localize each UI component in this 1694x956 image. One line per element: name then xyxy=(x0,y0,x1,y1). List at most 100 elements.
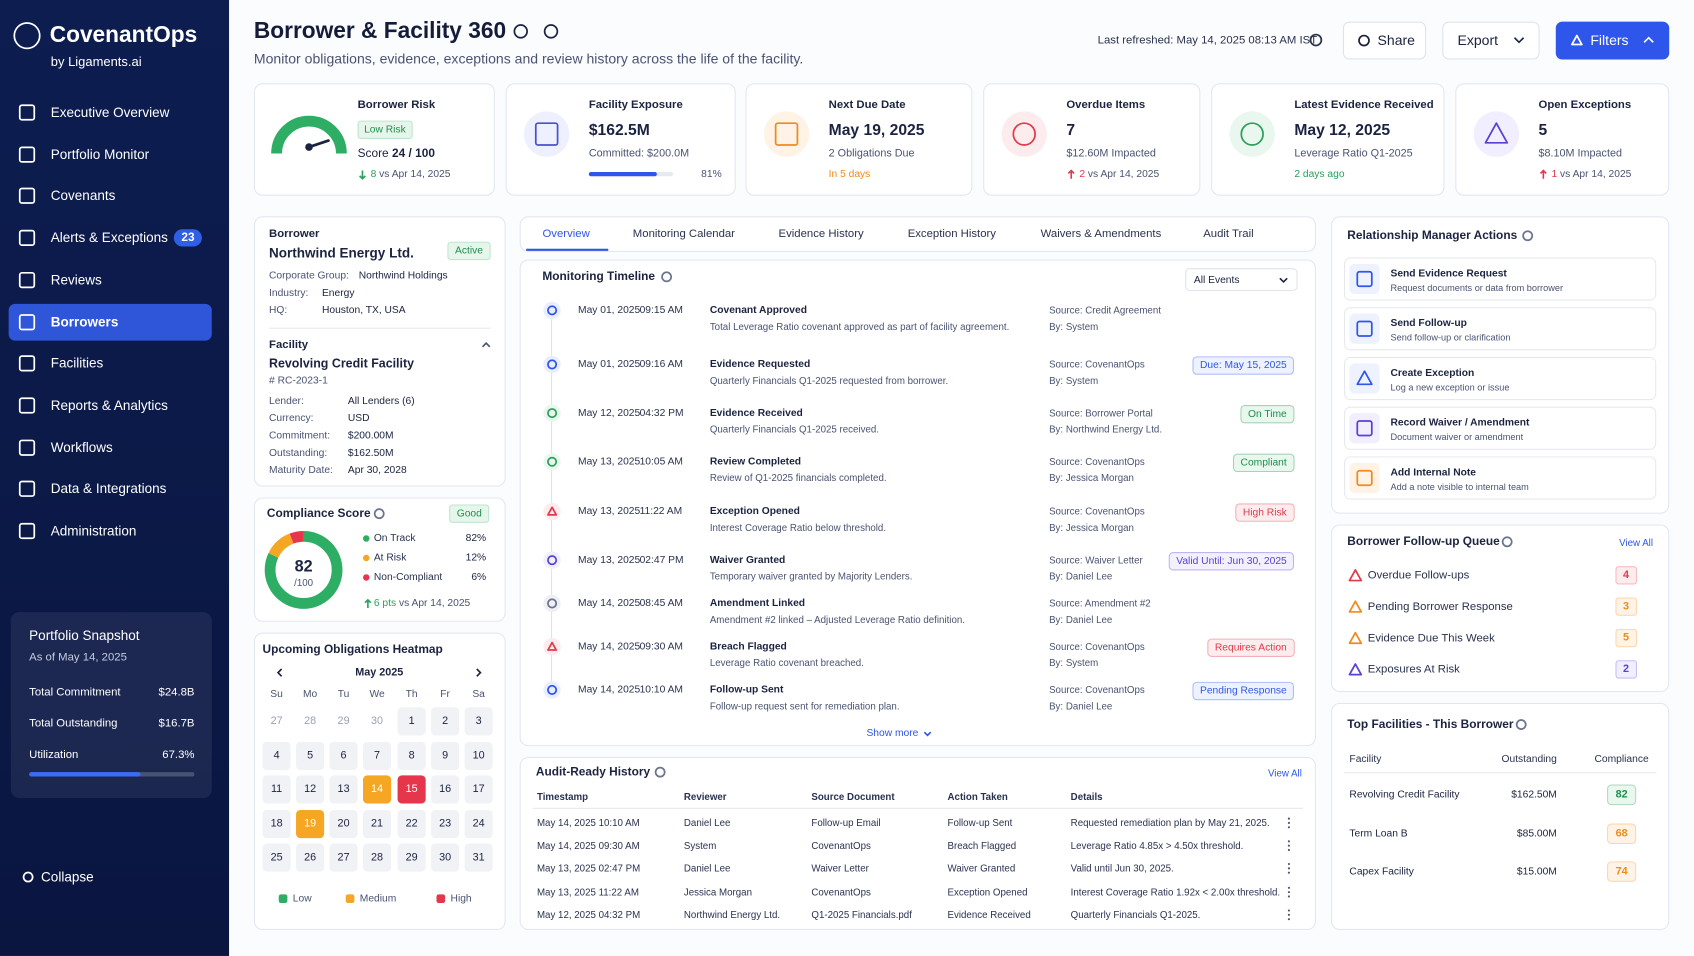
filters-label[interactable]: Filters xyxy=(1590,31,1629,49)
events-filter-label[interactable]: All Events xyxy=(1193,274,1240,287)
queue-label[interactable]: Exposures At Risk xyxy=(1367,662,1460,676)
day-cell[interactable] xyxy=(431,809,460,838)
action-item[interactable] xyxy=(1344,356,1657,401)
day-cell[interactable] xyxy=(296,775,325,804)
queue-view-all[interactable]: View All xyxy=(1619,537,1654,549)
nav-item[interactable]: Workflows xyxy=(50,439,113,455)
day-cell[interactable] xyxy=(397,809,426,838)
export-button[interactable] xyxy=(1442,21,1540,60)
show-more[interactable]: Show more xyxy=(866,727,919,740)
day-cell[interactable] xyxy=(262,775,291,804)
events-filter[interactable] xyxy=(1185,268,1298,291)
nav-item[interactable]: Administration xyxy=(50,523,137,539)
export-label[interactable]: Export xyxy=(1457,31,1499,49)
day-cell[interactable] xyxy=(262,741,291,770)
nav-item[interactable]: Data & Integrations xyxy=(50,481,167,497)
day-cell[interactable] xyxy=(329,843,358,872)
action-item[interactable] xyxy=(1344,257,1657,301)
day-cell[interactable] xyxy=(262,809,291,838)
day-cell[interactable] xyxy=(464,809,493,838)
facility-name[interactable]: Capex Facility xyxy=(1349,865,1414,878)
day-cell[interactable] xyxy=(431,775,460,804)
day-number[interactable]: 18 xyxy=(270,817,283,830)
day-number[interactable]: 15 xyxy=(405,783,418,796)
day-number[interactable]: 24 xyxy=(472,817,485,830)
nav-item[interactable]: Reviews xyxy=(50,272,102,288)
day-cell[interactable] xyxy=(431,707,460,736)
day-number[interactable]: 29 xyxy=(337,715,350,728)
day-number[interactable]: 7 xyxy=(374,749,381,762)
day-cell[interactable] xyxy=(464,775,493,804)
day-number[interactable]: 31 xyxy=(472,851,485,864)
day-cell[interactable] xyxy=(363,775,392,804)
nav-item[interactable]: Executive Overview xyxy=(50,104,170,121)
day-number[interactable]: 10 xyxy=(472,749,485,762)
day-number[interactable]: 26 xyxy=(304,851,317,864)
tab[interactable]: Audit Trail xyxy=(1203,227,1254,241)
day-cell[interactable] xyxy=(262,843,291,872)
day-number[interactable]: 6 xyxy=(340,749,347,762)
tab[interactable]: Waivers & Amendments xyxy=(1040,227,1162,241)
day-number[interactable]: 23 xyxy=(439,817,452,830)
filters-button[interactable] xyxy=(1555,21,1670,60)
day-number[interactable]: 21 xyxy=(371,817,384,830)
nav-item[interactable]: Covenants xyxy=(50,188,116,204)
day-number[interactable]: 16 xyxy=(439,783,452,796)
action-item[interactable] xyxy=(1344,456,1657,500)
day-cell[interactable] xyxy=(329,741,358,770)
day-cell[interactable] xyxy=(431,843,460,872)
nav-item[interactable]: Reports & Analytics xyxy=(50,397,168,413)
queue-label[interactable]: Evidence Due This Week xyxy=(1367,631,1495,645)
action-title[interactable]: Add Internal Note xyxy=(1390,466,1477,479)
action-title[interactable]: Send Evidence Request xyxy=(1390,267,1507,280)
day-cell[interactable] xyxy=(397,843,426,872)
action-item[interactable] xyxy=(1344,307,1657,351)
day-cell[interactable] xyxy=(464,843,493,872)
day-number[interactable]: 17 xyxy=(472,783,485,796)
day-cell[interactable] xyxy=(397,707,426,736)
day-number[interactable]: 1 xyxy=(408,715,415,728)
nav-item[interactable]: Alerts & Exceptions xyxy=(50,230,168,246)
nav-item[interactable]: Portfolio Monitor xyxy=(50,146,150,162)
action-title[interactable]: Create Exception xyxy=(1390,367,1475,380)
collapse-button[interactable]: Collapse xyxy=(41,869,94,885)
tab[interactable]: Evidence History xyxy=(778,227,864,241)
day-cell[interactable] xyxy=(363,741,392,770)
facility-name[interactable]: Term Loan B xyxy=(1349,827,1408,840)
day-number[interactable]: 30 xyxy=(371,715,384,728)
day-number[interactable]: 27 xyxy=(337,851,350,864)
facility-name[interactable]: Revolving Credit Facility xyxy=(1349,788,1460,801)
day-number[interactable]: 8 xyxy=(408,749,415,762)
tab[interactable]: Overview xyxy=(542,227,590,241)
day-cell[interactable] xyxy=(464,707,493,736)
day-cell[interactable] xyxy=(329,775,358,804)
day-cell[interactable] xyxy=(431,741,460,770)
day-number[interactable]: 25 xyxy=(270,851,283,864)
day-cell[interactable] xyxy=(296,809,325,838)
tab[interactable]: Monitoring Calendar xyxy=(632,227,735,241)
nav-item[interactable]: Borrowers xyxy=(50,314,119,330)
day-number[interactable]: 13 xyxy=(337,783,350,796)
audit-view-all[interactable]: View All xyxy=(1268,767,1302,779)
tab[interactable]: Exception History xyxy=(907,227,996,241)
day-cell[interactable] xyxy=(296,741,325,770)
share-button[interactable] xyxy=(1342,21,1427,60)
day-number[interactable]: 29 xyxy=(405,851,418,864)
day-number[interactable]: 4 xyxy=(273,749,280,762)
day-number[interactable]: 11 xyxy=(270,783,283,796)
day-cell[interactable] xyxy=(397,775,426,804)
queue-label[interactable]: Overdue Follow-ups xyxy=(1367,568,1470,582)
day-number[interactable]: 28 xyxy=(371,851,384,864)
day-number[interactable]: 14 xyxy=(371,783,384,796)
day-cell[interactable] xyxy=(329,809,358,838)
day-cell[interactable] xyxy=(397,741,426,770)
action-title[interactable]: Send Follow-up xyxy=(1390,317,1467,330)
day-number[interactable]: 5 xyxy=(307,749,314,762)
day-number[interactable]: 28 xyxy=(304,715,317,728)
day-number[interactable]: 12 xyxy=(304,783,317,796)
action-item[interactable] xyxy=(1344,406,1657,450)
day-number[interactable]: 22 xyxy=(405,817,418,830)
day-number[interactable]: 19 xyxy=(304,817,317,830)
day-number[interactable]: 20 xyxy=(337,817,350,830)
share-label[interactable]: Share xyxy=(1377,31,1416,49)
